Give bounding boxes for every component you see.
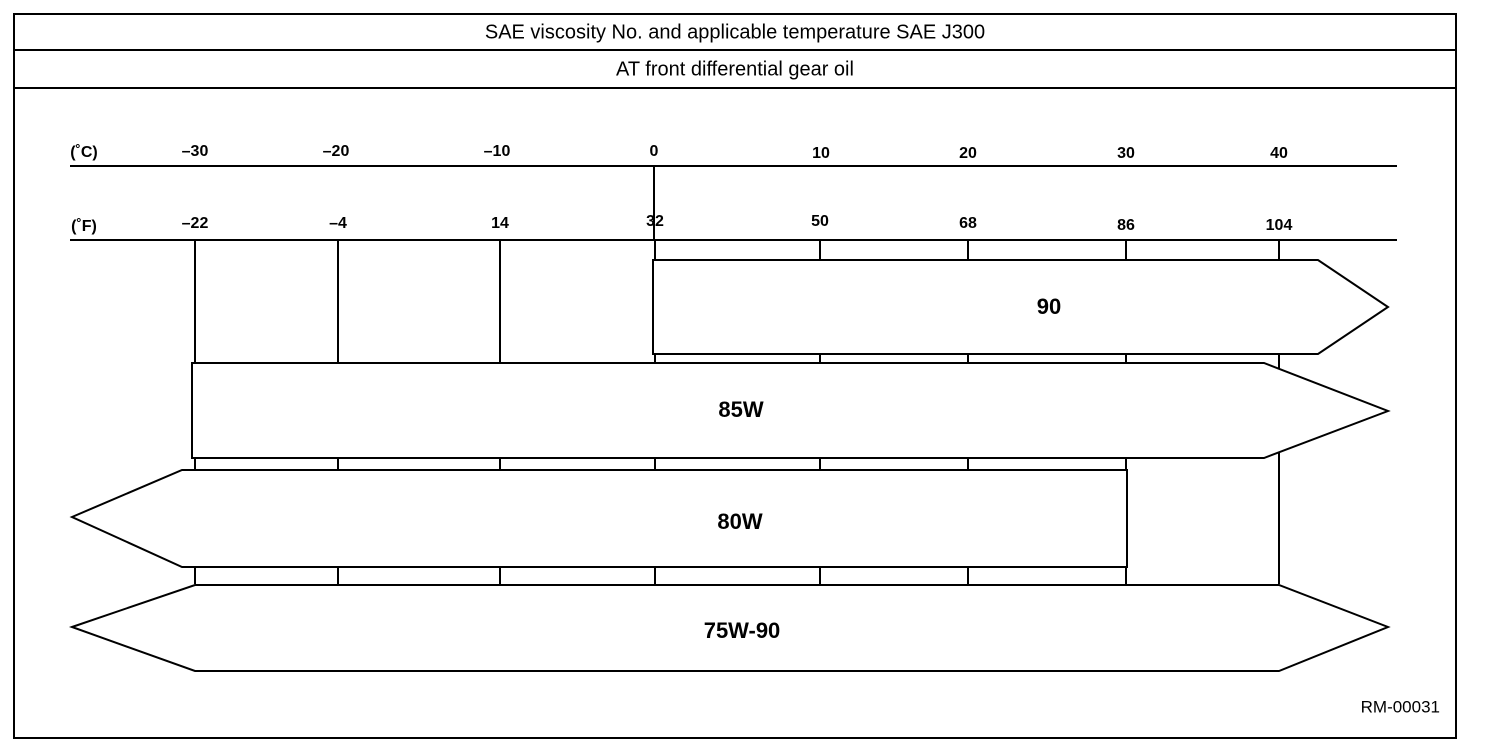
celsius-tick-label: –20 bbox=[323, 143, 350, 160]
fahrenheit-tick-label: 14 bbox=[491, 215, 509, 232]
celsius-tick-label: –30 bbox=[182, 143, 209, 160]
grade-bar bbox=[191, 362, 1391, 459]
grade-bar bbox=[69, 469, 1128, 568]
fahrenheit-tick-label: 86 bbox=[1117, 217, 1135, 234]
grade-label: 80W bbox=[717, 509, 762, 534]
celsius-label: (˚C) bbox=[70, 144, 98, 161]
fahrenheit-tick-label: 104 bbox=[1266, 217, 1293, 234]
grade-label: 85W bbox=[718, 397, 763, 422]
fahrenheit-tick-label: 50 bbox=[811, 213, 829, 230]
fahrenheit-tick-label: 68 bbox=[959, 215, 977, 232]
fahrenheit-tick-label: –22 bbox=[182, 215, 209, 232]
fahrenheit-tick-label: –4 bbox=[329, 215, 347, 232]
grade-label: 90 bbox=[1037, 294, 1061, 319]
subtitle: AT front differential gear oil bbox=[616, 58, 854, 80]
grade-bar bbox=[652, 259, 1390, 355]
grade-bar bbox=[68, 584, 1391, 672]
celsius-tick-label: 30 bbox=[1117, 145, 1135, 162]
fahrenheit-tick-label: 32 bbox=[646, 213, 664, 230]
fahrenheit-label: (˚F) bbox=[71, 218, 97, 235]
celsius-tick-label: 0 bbox=[650, 143, 659, 160]
title: SAE viscosity No. and applicable tempera… bbox=[485, 21, 985, 43]
figure-code: RM-00031 bbox=[1361, 697, 1440, 716]
grade-label: 75W-90 bbox=[704, 618, 781, 643]
celsius-tick-label: 10 bbox=[812, 145, 830, 162]
celsius-tick-label: 40 bbox=[1270, 145, 1288, 162]
celsius-tick-label: 20 bbox=[959, 145, 977, 162]
celsius-tick-label: –10 bbox=[484, 143, 511, 160]
